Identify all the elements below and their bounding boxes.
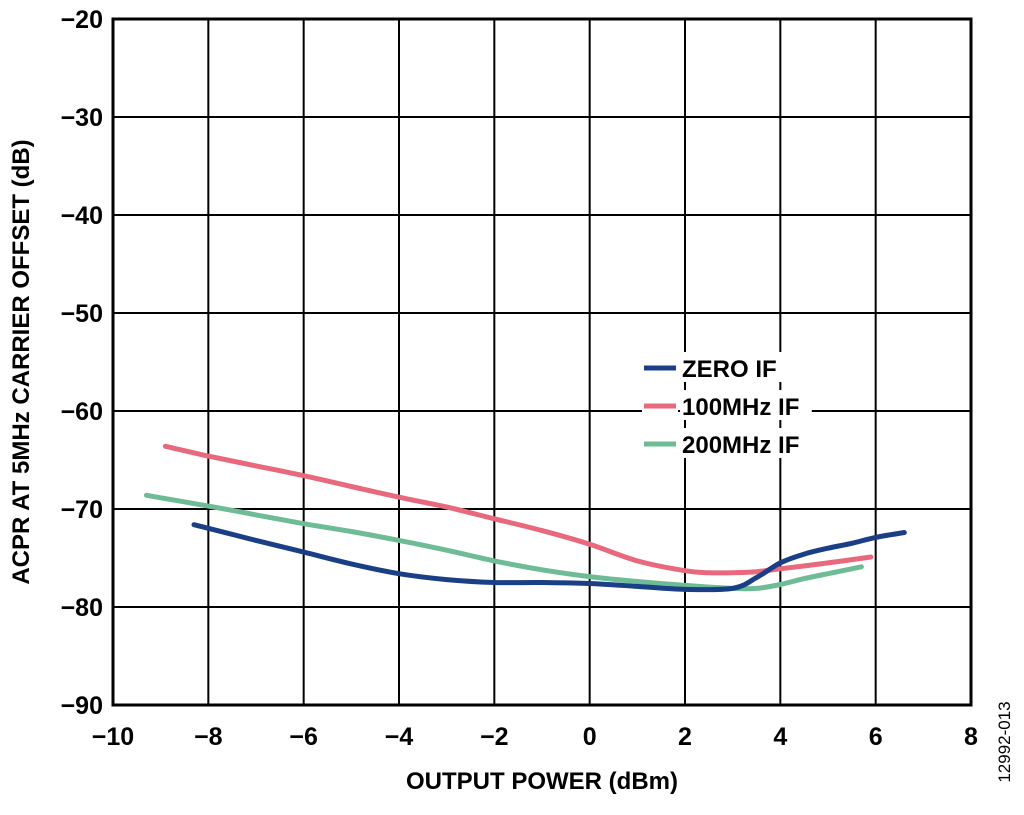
y-tick-label: −60 (61, 398, 103, 426)
x-tick-label: 6 (869, 723, 883, 751)
x-tick-label: 4 (773, 723, 787, 751)
grid (112, 18, 972, 706)
legend-item-100mhz-if: 100MHz IF (642, 390, 812, 421)
y-tick-label: −70 (61, 496, 103, 524)
series-line-100mhz-if (162, 443, 874, 576)
legend-label-bg (680, 390, 812, 420)
legend: ZERO IF 100MHz IF 200MHz IF (642, 352, 812, 459)
x-tick-label: 2 (678, 723, 692, 751)
plot-frame (111, 17, 973, 707)
y-tick-label: −50 (61, 300, 103, 328)
x-tick-label: −2 (480, 723, 509, 751)
x-tick-label: −4 (385, 723, 414, 751)
legend-item-zero-if: ZERO IF (642, 352, 784, 383)
legend-label-bg (680, 428, 812, 458)
x-tick-label: −8 (194, 723, 223, 751)
y-tick-label: −90 (61, 692, 103, 720)
y-tick-label: −80 (61, 594, 103, 622)
y-tick-label: −20 (61, 6, 103, 34)
y-axis-title: ACPR AT 5MHz CARRIER OFFSET (dB) (8, 139, 35, 584)
legend-label-bg (680, 352, 784, 382)
tick-labels: −10 −8 −6 −4 −2 0 2 4 6 8−90−80−70−60−50−40−30−20 (61, 6, 978, 751)
y-tick-label: −40 (61, 202, 103, 230)
legend-label: ZERO IF (682, 356, 777, 383)
y-tick-label: −30 (61, 104, 103, 132)
series-line-zero-if (191, 522, 907, 593)
x-tick-label: −6 (289, 723, 318, 751)
x-tick-label: −10 (92, 723, 134, 751)
legend-item-200mhz-if: 200MHz IF (642, 428, 812, 459)
figure-id: 12992-013 (995, 701, 1014, 782)
x-tick-label: 0 (583, 723, 597, 751)
series-line-200mhz-if (143, 492, 864, 592)
x-axis-title: OUTPUT POWER (dBm) (406, 768, 678, 795)
legend-label: 200MHz IF (682, 432, 799, 459)
legend-label: 100MHz IF (682, 394, 799, 421)
x-tick-label: 8 (964, 723, 978, 751)
series-lines (143, 443, 907, 593)
